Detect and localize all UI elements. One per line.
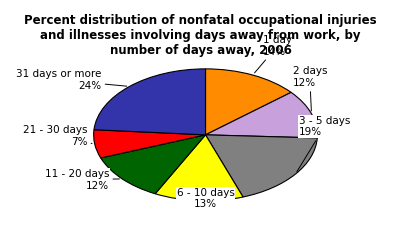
Wedge shape: [206, 92, 317, 138]
Text: Percent distribution of nonfatal occupational injuries
and illnesses involving d: Percent distribution of nonfatal occupat…: [24, 14, 377, 57]
Text: 1 day
14%: 1 day 14%: [255, 35, 292, 73]
Text: 21 - 30 days
7%: 21 - 30 days 7%: [23, 125, 92, 147]
Wedge shape: [206, 69, 291, 135]
Wedge shape: [101, 135, 206, 194]
Wedge shape: [206, 135, 317, 197]
Wedge shape: [155, 135, 243, 201]
Text: 6 - 10 days
13%: 6 - 10 days 13%: [176, 188, 235, 209]
Wedge shape: [94, 69, 206, 135]
Text: 2 days
12%: 2 days 12%: [293, 66, 327, 111]
Wedge shape: [94, 130, 206, 158]
Text: 3 - 5 days
19%: 3 - 5 days 19%: [297, 116, 350, 172]
Text: 11 - 20 days
12%: 11 - 20 days 12%: [45, 169, 119, 191]
Text: 31 days or more
24%: 31 days or more 24%: [16, 69, 127, 91]
